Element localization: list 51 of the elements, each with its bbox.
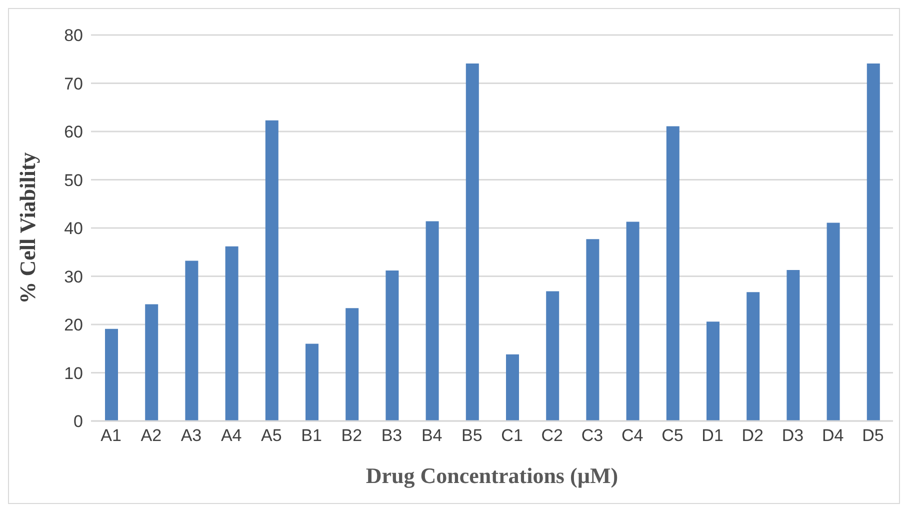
x-tick-label: B3 <box>381 426 402 446</box>
y-tick-label: 10 <box>64 364 83 383</box>
x-tick-label: A2 <box>140 426 162 446</box>
x-tick-label: C1 <box>501 426 523 446</box>
x-tick-label: A5 <box>261 426 282 446</box>
bar <box>386 270 399 421</box>
y-tick-label: 20 <box>64 316 83 335</box>
bar <box>265 120 278 421</box>
y-tick-label: 50 <box>64 170 83 190</box>
bar <box>426 221 439 421</box>
bar <box>586 239 600 421</box>
y-axis-title: % Cell Viability <box>14 152 40 304</box>
x-tick-label: D5 <box>862 426 884 446</box>
bar <box>306 344 318 421</box>
bar <box>866 63 880 421</box>
x-tick-label: C2 <box>541 426 564 446</box>
x-tick-label: B1 <box>301 426 322 446</box>
bar <box>225 246 238 421</box>
y-tick-label: 30 <box>64 267 83 286</box>
bar <box>626 222 640 421</box>
bar <box>466 63 479 421</box>
y-tick-label: 0 <box>74 412 83 432</box>
bar <box>826 222 840 421</box>
bar <box>506 354 519 421</box>
x-axis-title: Drug Concentrations (µM) <box>366 463 618 488</box>
bar <box>706 322 720 421</box>
x-tick-label: C3 <box>581 426 604 446</box>
bar <box>786 270 800 421</box>
bar <box>346 308 359 421</box>
x-tick-label: D2 <box>742 426 764 446</box>
x-tick-label: D3 <box>782 426 804 446</box>
y-tick-label: 70 <box>64 74 83 94</box>
y-tick-label: 80 <box>64 26 83 46</box>
bar <box>666 126 680 421</box>
x-tick-label: C5 <box>662 426 684 446</box>
x-tick-label: C4 <box>621 426 644 446</box>
bar <box>546 291 560 421</box>
x-tick-label: A1 <box>100 426 122 446</box>
x-tick-label: D4 <box>822 426 844 446</box>
x-tick-label: B5 <box>462 426 482 446</box>
x-tick-label: D1 <box>702 426 724 446</box>
y-tick-label: 40 <box>64 219 83 238</box>
bar <box>105 328 118 421</box>
x-tick-label: B4 <box>421 426 442 446</box>
y-tick-label: 60 <box>64 122 83 142</box>
bar <box>185 260 198 421</box>
x-tick-label: A4 <box>220 426 242 446</box>
bar <box>145 304 158 421</box>
bar <box>746 292 760 421</box>
x-tick-label: A3 <box>180 426 202 446</box>
x-tick-label: B2 <box>341 426 362 446</box>
